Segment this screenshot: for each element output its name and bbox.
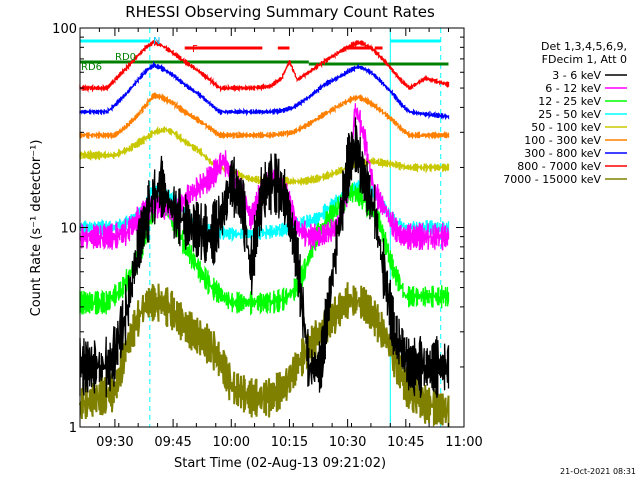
annotation-rd0: RD0 — [115, 52, 136, 63]
y-tick-label-2: 100 — [52, 22, 77, 37]
legend-label-8: 7000 - 15000 keV — [503, 173, 601, 186]
series-line-800-to-7000keV — [79, 39, 450, 93]
annotation-rd6: RD6 — [81, 62, 102, 73]
y-axis-label: Count Rate (s⁻¹ detector⁻¹) — [29, 140, 44, 317]
annotation-n: N — [153, 36, 160, 47]
legend-label-5: 100 - 300 keV — [524, 134, 601, 147]
y-tick-label-1: 10 — [60, 222, 77, 237]
series-group — [79, 39, 450, 427]
series-line-100-to-300keV — [79, 91, 450, 141]
x-tick-label-3: 10:15 — [271, 435, 308, 450]
legend-header-line-2: FDecim 1, Att 0 — [542, 53, 627, 66]
legend-label-7: 800 - 7000 keV — [517, 160, 601, 173]
x-tick-label-1: 09:45 — [154, 435, 191, 450]
legend-label-6: 300 - 800 keV — [524, 147, 601, 160]
series-line-7000-to-15000keV — [79, 282, 450, 427]
legend-header-line-1: Det 1,3,4,5,6,9, — [541, 40, 627, 53]
x-axis-label: Start Time (02-Aug-13 09:21:02) — [174, 456, 386, 471]
series-line-300-to-800keV — [79, 60, 450, 121]
chart-title: RHESSI Observing Summary Count Rates — [125, 3, 435, 21]
legend-label-2: 12 - 25 keV — [538, 95, 601, 108]
legend-label-1: 6 - 12 keV — [545, 82, 601, 95]
annotation-f: F — [192, 44, 198, 55]
x-tick-label-2: 10:00 — [213, 435, 250, 450]
x-tick-label-0: 09:30 — [96, 435, 133, 450]
legend-label-4: 50 - 100 keV — [531, 121, 601, 134]
x-tick-label-6: 11:00 — [445, 435, 482, 450]
timestamp: 21-Oct-2021 08:31 — [560, 467, 636, 476]
legend-label-0: 3 - 6 keV — [552, 69, 601, 82]
series-line-3-to-6keV — [79, 117, 450, 398]
y-tick-label-0: 1 — [69, 421, 77, 436]
x-tick-label-5: 10:45 — [387, 435, 424, 450]
axes-group: 09:30 09:45 10:00 10:15 10:30 10:45 11:00 1 10 10… — [52, 22, 483, 450]
legend-label-3: 25 - 50 keV — [538, 108, 601, 121]
x-tick-label-4: 10:30 — [329, 435, 366, 450]
